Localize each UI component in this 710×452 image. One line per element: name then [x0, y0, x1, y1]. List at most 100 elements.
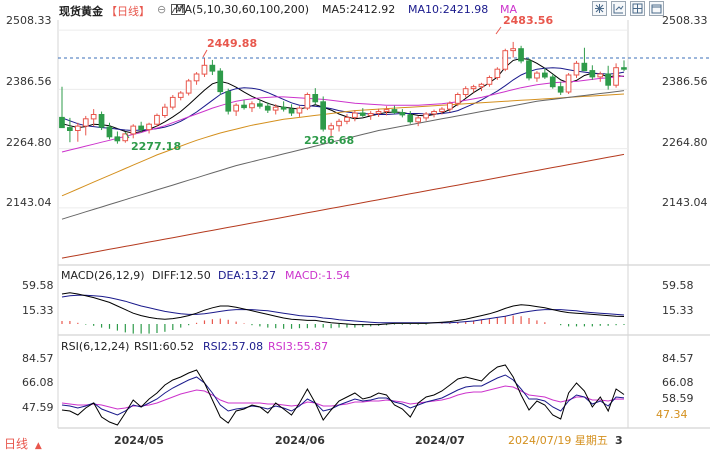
candle-up [510, 48, 516, 52]
candle-up [478, 83, 485, 88]
rsi-tick-right-2: 58.59 [662, 392, 694, 405]
candle-down [605, 73, 611, 86]
candle-up [431, 111, 437, 115]
ma-line-ma5 [61, 57, 625, 134]
ma-tail-label: MA [500, 3, 518, 16]
ma-line-ma200 [61, 153, 625, 259]
candle-down [225, 91, 232, 112]
candle-down [549, 76, 556, 88]
rsi2-line [61, 374, 625, 416]
candle-up [352, 112, 358, 118]
period-select-label: 日线 [4, 437, 29, 451]
candle-up [185, 80, 192, 94]
macd-diff-line [61, 292, 625, 326]
ma-line-ma100 [61, 90, 625, 220]
candle-up [328, 125, 334, 130]
candle-up [233, 104, 240, 112]
candle-down [526, 60, 532, 79]
candle-down [518, 48, 524, 62]
candle-up [486, 77, 493, 85]
rsi1-line [61, 364, 625, 426]
y-tick-right-3: 2143.04 [662, 196, 708, 209]
candle-down [621, 67, 627, 70]
period-select-button[interactable]: 日线 ▲ [4, 435, 48, 451]
candle-down [280, 106, 287, 110]
candle-down [557, 86, 564, 93]
candle-up [201, 64, 208, 75]
candle-up [249, 103, 255, 109]
candle-up [470, 86, 477, 90]
candle-down [98, 114, 105, 128]
rsi1-label: RSI1:60.52 [134, 340, 194, 353]
candle-down [542, 72, 548, 78]
macd-tick-left-0: 59.58 [22, 279, 54, 292]
ma-line-ma60 [61, 93, 625, 197]
grid-icon[interactable] [592, 1, 607, 16]
rsi-tick-left-1: 66.08 [22, 376, 54, 389]
annotation-low-1-pointer [124, 131, 130, 139]
macd-value-label: MACD:-1.54 [285, 269, 350, 282]
rsi-tick-left-2: 47.59 [22, 401, 54, 414]
annotation-low-2: 2286.68 [304, 134, 354, 147]
candle-up [162, 106, 168, 116]
period-label[interactable]: 【日线】 [106, 5, 150, 18]
ma-line-ma30 [61, 75, 625, 153]
rsi2-label: RSI2:57.08 [203, 340, 263, 353]
candle-down [257, 103, 263, 107]
chart-type-icon[interactable] [611, 1, 626, 16]
candle-down [138, 125, 145, 130]
candle-up [462, 88, 469, 95]
candle-down [359, 112, 366, 116]
annotation-high-2-pointer [495, 26, 502, 35]
candle-up [367, 113, 374, 116]
candle-up [613, 67, 619, 86]
candle-down [391, 109, 398, 113]
period-toggle-icon[interactable]: ⊖ [157, 3, 167, 16]
rsi-tick-right-0: 84.57 [662, 352, 694, 365]
rsi-extra-right: 47.34 [656, 408, 688, 421]
candle-up [82, 118, 89, 127]
candle-up [130, 125, 137, 135]
candle-up [193, 73, 200, 82]
cursor-date-label: 2024/07/19 星期五 [508, 434, 608, 447]
macd-tick-left-1: 15.33 [22, 304, 54, 317]
ma5-label: MA5:2412.92 [322, 3, 396, 16]
candle-down [241, 104, 247, 109]
candle-down [589, 70, 596, 78]
candle-up [304, 94, 311, 109]
candle-up [90, 114, 97, 120]
candle-down [312, 94, 319, 103]
macd-tick-right-1: 15.33 [662, 304, 694, 317]
macd-diff-label: DIFF:12.50 [152, 269, 211, 282]
ma-settings-icon[interactable] [171, 4, 187, 16]
y-tick-left-1: 2386.56 [6, 75, 52, 88]
annotation-low-1: 2277.18 [131, 140, 181, 153]
rsi3-label: RSI3:55.87 [268, 340, 328, 353]
candle-down [106, 126, 113, 138]
symbol-name: 现货黄金 [59, 5, 103, 18]
candle-up [502, 50, 509, 70]
period-select-arrow-icon: ▲ [34, 441, 42, 451]
y-tick-left-0: 2508.33 [6, 14, 52, 27]
candle-up [439, 108, 445, 112]
rsi-tick-left-0: 84.57 [22, 352, 54, 365]
y-tick-left-3: 2143.04 [6, 196, 52, 209]
chart-header: 现货黄金 【日线】 ⊖ MA(5,10,30,60,100,200) MA5:2… [0, 0, 590, 20]
settings-icon[interactable] [630, 1, 645, 16]
x-label-may: 2024/05 [114, 434, 164, 447]
candle-down [264, 105, 271, 111]
annotation-high-2: 2483.56 [503, 14, 553, 27]
x-label-jul: 2024/07 [415, 434, 465, 447]
candle-down [59, 116, 65, 129]
candle-down [399, 112, 406, 116]
ma-param-label: MA(5,10,30,60,100,200) [175, 3, 310, 16]
window-icon[interactable] [649, 1, 664, 16]
y-tick-left-2: 2264.80 [6, 136, 52, 149]
candle-up [177, 92, 184, 98]
rsi-title: RSI(6,12,24) [61, 340, 129, 353]
candle-up [75, 125, 81, 131]
y-tick-right-1: 2386.56 [662, 75, 708, 88]
macd-title: MACD(26,12,9) [61, 269, 145, 282]
candle-up [565, 74, 572, 93]
candle-up [534, 72, 540, 79]
